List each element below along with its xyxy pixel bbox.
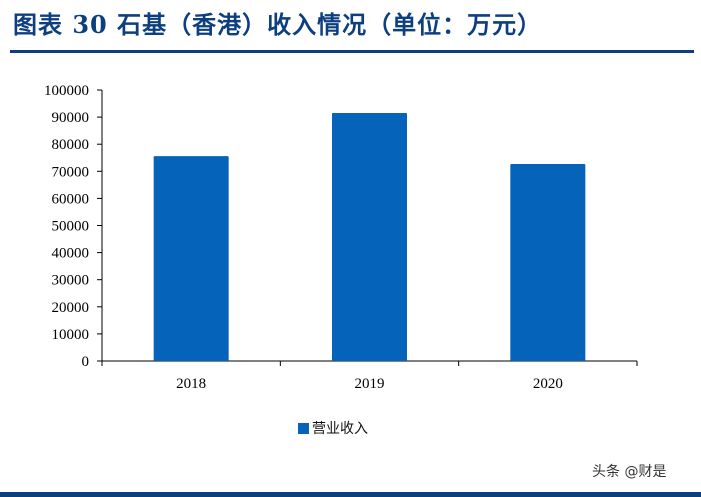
bottom-divider	[0, 492, 701, 497]
legend: 营业收入	[298, 418, 368, 438]
y-tick-label: 100000	[44, 83, 89, 99]
y-tick-label: 0	[82, 354, 90, 370]
y-tick-label: 50000	[52, 219, 90, 235]
x-tick-label: 2020	[533, 376, 563, 392]
y-tick-label: 90000	[52, 110, 90, 126]
y-tick-label: 20000	[52, 300, 90, 316]
bar-2018	[153, 156, 229, 361]
y-tick-label: 80000	[52, 137, 90, 153]
y-tick-label: 60000	[52, 191, 90, 207]
y-tick-label: 10000	[52, 327, 90, 343]
bar-2020	[510, 163, 586, 361]
legend-label: 营业收入	[312, 421, 368, 437]
watermark: 头条 @财是	[592, 464, 667, 480]
title-divider	[10, 50, 694, 53]
x-tick-label: 2019	[355, 376, 385, 392]
x-tick-label: 2018	[176, 376, 206, 392]
y-tick-label: 70000	[52, 164, 90, 180]
bar-2019	[332, 113, 407, 361]
figure-title: 图表 30 石基（香港）收入情况（单位：万元）	[13, 10, 543, 39]
y-tick-label: 40000	[52, 246, 90, 262]
y-tick-label: 30000	[52, 273, 90, 289]
legend-swatch	[298, 422, 309, 434]
